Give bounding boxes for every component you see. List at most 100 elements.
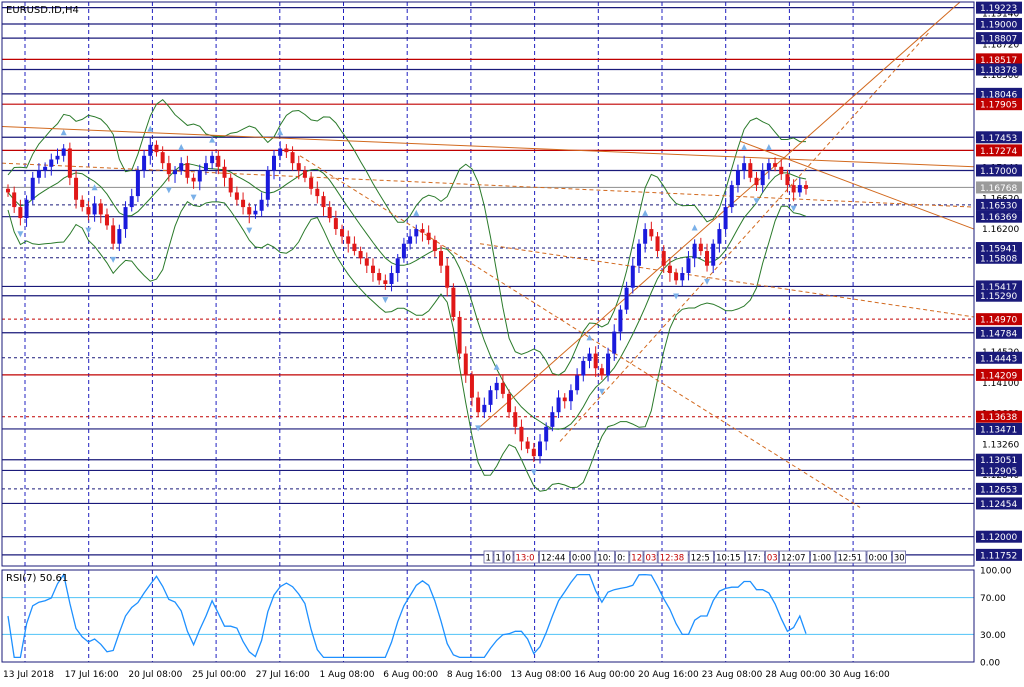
candle-body bbox=[748, 163, 753, 178]
fractal-down-icon bbox=[382, 297, 389, 304]
candle-body bbox=[735, 170, 740, 186]
candle-body bbox=[587, 353, 592, 361]
candle-body bbox=[630, 265, 635, 288]
level-box bbox=[976, 1, 1022, 14]
level-label: 1.18378 bbox=[980, 66, 1017, 76]
candle-body bbox=[488, 390, 493, 405]
candle-body bbox=[531, 448, 536, 457]
candle-body bbox=[754, 177, 759, 186]
level-box bbox=[976, 410, 1022, 423]
x-tick-label: 6 Aug 00:00 bbox=[383, 670, 438, 680]
candle-body bbox=[649, 229, 654, 237]
fractal-down-icon bbox=[246, 227, 253, 234]
rsi-tick-label: 100.00 bbox=[980, 567, 1012, 577]
candle-body bbox=[445, 265, 450, 288]
fractals-layer bbox=[17, 125, 797, 476]
level-label: 1.16530 bbox=[980, 201, 1017, 211]
price-tick-label: 1.18300 bbox=[982, 71, 1019, 81]
candle-body bbox=[117, 229, 122, 244]
trade-label-box bbox=[595, 550, 615, 564]
candle-body bbox=[426, 232, 431, 241]
trade-label-box bbox=[688, 550, 715, 564]
level-box bbox=[976, 280, 1022, 293]
symbol-label: EURUSD.ID,H4 bbox=[6, 5, 79, 16]
level-box bbox=[976, 289, 1022, 302]
candle-body bbox=[612, 331, 617, 354]
candle-body bbox=[61, 148, 66, 156]
trade-label-box bbox=[513, 550, 539, 564]
trendline-upper bbox=[1, 126, 975, 168]
candle-body bbox=[568, 390, 573, 402]
rsi-tick-label: 0.00 bbox=[980, 659, 1000, 669]
candle-body bbox=[253, 210, 258, 215]
candle-body bbox=[154, 144, 159, 153]
candle-body bbox=[544, 426, 549, 442]
trendlines-layer bbox=[1, 1, 975, 508]
candle-body bbox=[197, 170, 202, 182]
candle-body bbox=[284, 148, 289, 153]
trade-label: 12:51 bbox=[838, 554, 863, 564]
x-tick-label: 20 Jul 08:00 bbox=[128, 670, 182, 680]
candle-body bbox=[500, 382, 505, 394]
trade-label-box bbox=[570, 550, 596, 564]
candle-body bbox=[247, 207, 252, 215]
level-box bbox=[976, 464, 1022, 477]
trade-label-box bbox=[779, 550, 810, 564]
level-label: 1.16369 bbox=[980, 213, 1017, 223]
trade-label: 10: bbox=[597, 554, 611, 564]
level-label: 1.12454 bbox=[980, 500, 1017, 510]
fractal-down-icon bbox=[475, 425, 482, 432]
x-tick-label: 25 Jul 00:00 bbox=[192, 670, 246, 680]
fractal-down-icon bbox=[673, 293, 680, 300]
level-box bbox=[976, 87, 1022, 100]
trade-label-box bbox=[835, 550, 867, 564]
trade-label: 13:0 bbox=[516, 554, 535, 564]
candle-body bbox=[222, 166, 227, 178]
price-tick-label: 1.18720 bbox=[982, 40, 1019, 50]
trade-label: 12:5 bbox=[691, 554, 710, 564]
trade-label-box bbox=[866, 550, 892, 564]
trade-label: 03 bbox=[767, 554, 778, 564]
fractal-up-icon bbox=[60, 129, 67, 136]
main-plot-frame bbox=[1, 1, 975, 567]
candle-body bbox=[742, 163, 747, 171]
candle-body bbox=[104, 214, 109, 226]
level-label: 1.12000 bbox=[980, 533, 1017, 543]
candle-body bbox=[173, 170, 178, 175]
candle-body bbox=[296, 163, 301, 171]
level-box bbox=[976, 313, 1022, 326]
candle-body bbox=[401, 243, 406, 259]
candle-body bbox=[216, 155, 221, 167]
rsi-line bbox=[7, 572, 807, 659]
candle-body bbox=[562, 397, 567, 402]
level-label: 1.18046 bbox=[980, 90, 1017, 100]
rsi-tick-label: 70.00 bbox=[980, 594, 1006, 604]
bollinger-bands-layer bbox=[7, 99, 807, 492]
candle-body bbox=[92, 203, 97, 215]
fractal-up-icon bbox=[493, 363, 500, 370]
candle-body bbox=[655, 236, 660, 252]
candle-body bbox=[661, 251, 666, 266]
candle-body bbox=[309, 177, 314, 189]
candle-body bbox=[606, 353, 611, 376]
trade-label: 1:00 bbox=[812, 554, 831, 564]
candle-body bbox=[785, 174, 790, 186]
candle-body bbox=[302, 170, 307, 178]
bollinger-middle-band bbox=[7, 162, 807, 430]
candle-body bbox=[12, 192, 17, 208]
candle-body bbox=[278, 148, 283, 156]
level-box bbox=[976, 326, 1022, 339]
candle-body bbox=[142, 155, 147, 171]
candle-body bbox=[43, 166, 48, 171]
level-label: 1.14970 bbox=[980, 316, 1017, 326]
candle-body bbox=[395, 258, 400, 274]
trade-label: 12:07 bbox=[781, 554, 806, 564]
candle-body bbox=[476, 397, 481, 413]
candle-body bbox=[469, 375, 474, 398]
candle-body bbox=[494, 382, 499, 391]
candle-body bbox=[290, 152, 295, 164]
trade-label: 12:38 bbox=[660, 554, 685, 564]
trade-label: 17: bbox=[747, 554, 761, 564]
candle-body bbox=[321, 196, 326, 208]
